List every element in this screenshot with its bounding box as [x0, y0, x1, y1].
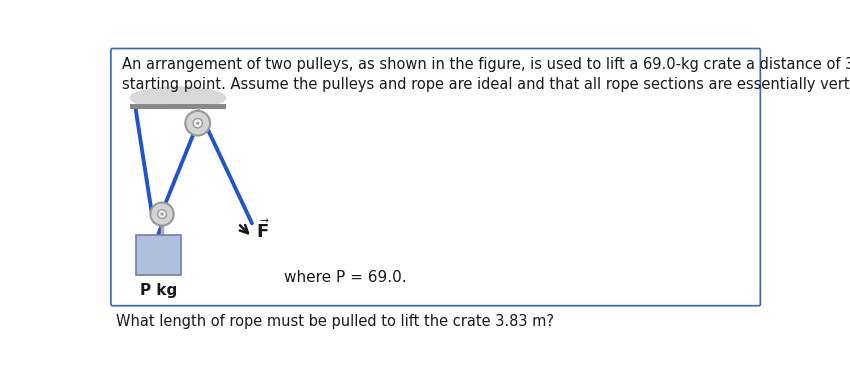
- Text: What length of rope must be pulled to lift the crate 3.83 m?: What length of rope must be pulled to li…: [116, 314, 553, 329]
- Circle shape: [196, 122, 199, 125]
- Circle shape: [161, 213, 163, 216]
- Bar: [136, 235, 181, 275]
- Circle shape: [150, 203, 173, 226]
- Circle shape: [193, 119, 202, 128]
- Text: $\vec{\mathbf{F}}$: $\vec{\mathbf{F}}$: [256, 219, 270, 243]
- Ellipse shape: [129, 86, 226, 109]
- Text: where P = 69.0.: where P = 69.0.: [285, 270, 407, 285]
- Circle shape: [185, 111, 210, 136]
- Text: P kg: P kg: [139, 283, 177, 298]
- FancyBboxPatch shape: [110, 49, 761, 306]
- Bar: [129, 104, 226, 109]
- Circle shape: [157, 210, 167, 218]
- Text: An arrangement of two pulleys, as shown in the figure, is used to lift a 69.0-kg: An arrangement of two pulleys, as shown …: [122, 57, 850, 92]
- FancyArrowPatch shape: [240, 225, 248, 233]
